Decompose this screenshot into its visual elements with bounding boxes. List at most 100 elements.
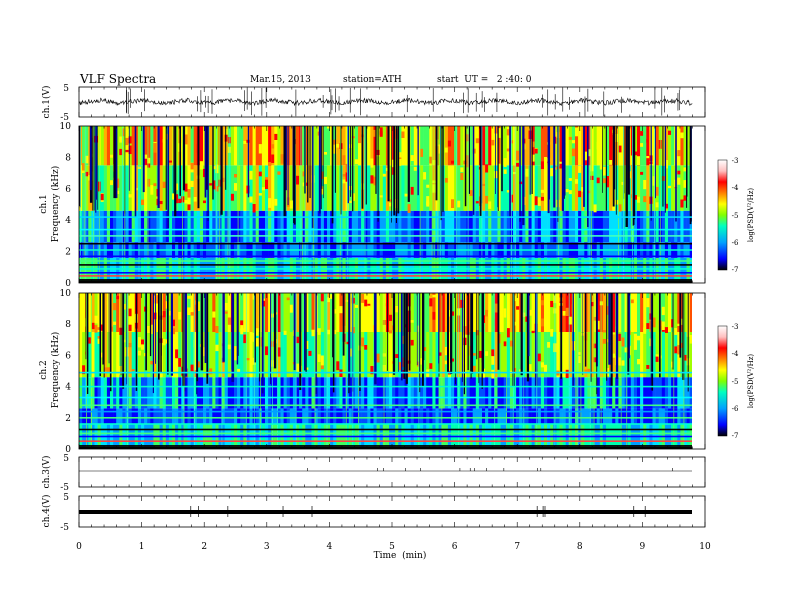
spectrogram-cell — [447, 257, 452, 283]
spectrogram-cell — [305, 377, 309, 409]
spectrogram-cell — [116, 257, 120, 283]
spectrogram-cell — [379, 257, 384, 283]
spectrogram-cell — [497, 377, 501, 409]
spectrogram-cell — [640, 293, 644, 332]
spectrogram-cell — [534, 165, 539, 211]
spectrogram-cell — [578, 377, 582, 409]
spectrogram-cell — [212, 210, 216, 243]
spectrogram-cell — [596, 257, 601, 283]
spectrogram-speckle — [444, 178, 448, 183]
spectrogram-speckle — [277, 321, 281, 328]
spectrogram-cell — [668, 377, 672, 409]
spectrogram-speckle — [485, 309, 489, 317]
spectrogram-striation — [377, 126, 379, 222]
spectrogram-speckle — [683, 354, 687, 361]
spectrogram-cell — [398, 332, 402, 378]
spectrogram-cell — [587, 332, 591, 378]
spectrogram-cell — [358, 377, 362, 409]
spectrogram-cell — [562, 257, 566, 283]
spectrogram-cell — [292, 408, 297, 424]
spectrogram-speckle — [82, 365, 86, 375]
spectrogram-cell — [590, 257, 594, 283]
spectrogram-cell — [568, 293, 573, 332]
spectrogram-speckle — [128, 145, 132, 154]
spectrogram-cell — [361, 408, 365, 424]
spectrogram-cell — [655, 126, 659, 166]
x-tick-label: 6 — [452, 542, 458, 552]
spectrogram-cell — [345, 293, 349, 332]
spectrogram-speckle — [203, 347, 207, 357]
spectrogram-cell — [224, 377, 229, 409]
spectrogram-cell — [234, 377, 238, 409]
spectrogram-cell — [358, 126, 362, 166]
spectrogram-striation — [582, 293, 584, 376]
spectrogram-cell — [196, 408, 201, 424]
spectrogram-cell — [485, 408, 489, 424]
spectrogram-cell — [246, 293, 250, 332]
spectrogram-cell — [621, 377, 625, 409]
spectrogram-cell — [153, 377, 157, 409]
spectrogram-cell — [243, 257, 247, 283]
spectrogram-cell — [643, 408, 647, 424]
spectrogram-sferic — [219, 126, 221, 283]
spectrogram-cell — [218, 257, 222, 283]
spectrogram-cell — [289, 126, 294, 166]
spectrogram-cell — [410, 377, 415, 409]
spectrogram-speckle — [215, 344, 219, 352]
spectrogram-cell — [317, 210, 322, 243]
ch1-freq-tick-0: 0 — [65, 279, 71, 289]
spectrogram-cell — [234, 257, 238, 283]
spectrogram-cell — [494, 165, 498, 211]
spectrogram-cell — [246, 377, 250, 409]
spectrogram-cell — [497, 257, 501, 283]
spectrogram-speckle — [82, 293, 86, 297]
spectrogram-speckle — [333, 139, 337, 149]
spectrogram-striation — [212, 126, 214, 200]
spectrogram-speckle — [100, 193, 104, 201]
spectrogram-cell — [150, 408, 154, 424]
spectrogram-striation — [122, 293, 125, 389]
spectrogram-cell — [280, 257, 284, 283]
spectrogram-cell — [643, 332, 647, 378]
spectrogram-striation — [435, 126, 438, 201]
transmitter-line — [79, 404, 692, 407]
spectrogram-speckle — [506, 320, 510, 327]
spectrogram-striation — [463, 293, 465, 395]
spectrogram-speckle — [429, 363, 433, 369]
spectrogram-cell — [116, 126, 120, 166]
spectrogram-cell — [131, 165, 136, 211]
spectrogram-cell — [578, 126, 582, 166]
spectrogram-sferic — [431, 126, 433, 283]
spectrogram-cell — [677, 126, 681, 166]
spectrogram-speckle — [187, 295, 191, 299]
spectrogram-cell — [435, 257, 439, 283]
spectrogram-cell — [463, 332, 467, 378]
spectrogram-cell — [286, 210, 291, 243]
spectrogram-cell — [128, 257, 132, 283]
spectrogram-cell — [401, 377, 405, 409]
spectrogram-speckle — [389, 202, 393, 207]
spectrogram-striation — [450, 293, 453, 374]
spectrogram-cell — [475, 257, 480, 283]
ch2-spectrogram-xticks — [78, 293, 706, 449]
spectrogram-cell — [144, 165, 148, 211]
spectrogram-cell — [475, 126, 480, 166]
spectrogram-cell — [243, 165, 247, 211]
spectrogram-speckle — [227, 146, 231, 153]
spectrogram-cell — [506, 126, 511, 166]
spectrogram-cell — [314, 257, 318, 283]
spectrogram-sferic — [272, 293, 273, 449]
spectrogram-cell — [175, 408, 179, 424]
spectrogram-cell — [426, 293, 430, 332]
spectrogram-striation — [627, 293, 630, 375]
spectrogram-striation — [531, 126, 533, 194]
spectrogram-striation — [689, 126, 692, 225]
spectrogram-cell — [426, 377, 430, 409]
ch2-freq-tick-10: 10 — [60, 289, 72, 299]
spectrogram-cell — [683, 257, 687, 283]
spectrogram-sferic — [326, 293, 328, 449]
spectrogram-cell — [184, 257, 188, 283]
spectrogram-cell — [358, 210, 362, 243]
spectrogram-cell — [199, 408, 204, 424]
spectrogram-cell — [308, 408, 312, 424]
